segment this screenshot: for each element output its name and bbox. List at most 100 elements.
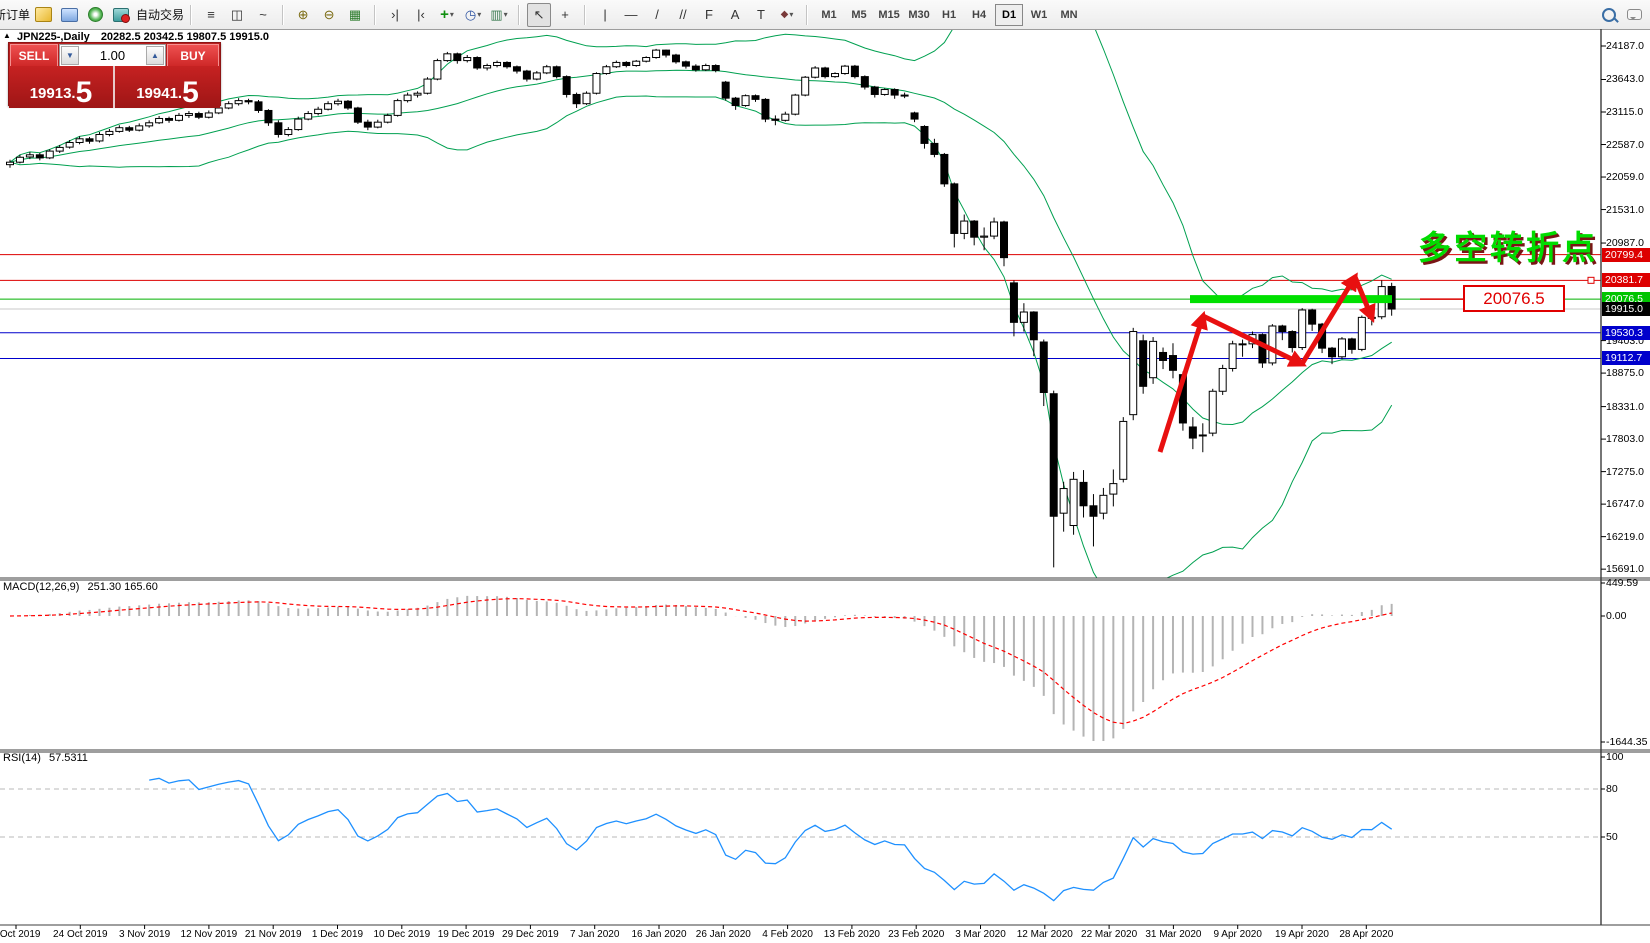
candle-body [512, 66, 521, 72]
candle-body [930, 142, 939, 155]
candle-body [324, 103, 333, 110]
search-button[interactable] [1602, 8, 1616, 22]
arrows-icon: ◆ [780, 8, 789, 20]
candle-body [1328, 347, 1337, 358]
volume-decrease-button[interactable]: ▼ [61, 46, 79, 65]
turning-point-annotation: 多空转折点 [1418, 229, 1598, 266]
timeframe-H4[interactable]: H4 [972, 8, 987, 21]
auto-scroll-button[interactable]: ›| [383, 3, 407, 27]
candle-body [304, 113, 313, 120]
buy-price[interactable]: 19941. 5 [115, 66, 220, 108]
date-label: 16 Jan 2020 [631, 929, 687, 940]
candle-body [771, 118, 780, 121]
price-callout-box[interactable]: 20076.5 [1463, 285, 1565, 312]
candle-body [403, 94, 412, 102]
text-label-tool[interactable]: T [749, 3, 773, 27]
price-tag-19530.3: 19530.3 [1602, 325, 1650, 340]
candle-body [721, 81, 730, 99]
new-order-label[interactable]: 新订单 [0, 8, 31, 22]
candle-body [393, 100, 402, 116]
sell-price-main: 19913 [29, 84, 72, 102]
zoom-in-button[interactable]: ⊕ [291, 3, 315, 27]
indicator-axis-label: -1644.35 [1606, 736, 1648, 748]
sell-price[interactable]: 19913. 5 [9, 66, 115, 108]
timeframe-M5[interactable]: M5 [851, 8, 867, 21]
indicators-button[interactable]: + ▾ [435, 3, 459, 27]
price-tag-19112.7: 19112.7 [1602, 351, 1650, 366]
candle-body [870, 86, 879, 95]
candle-body [652, 49, 661, 59]
symbol-ohlc: 20282.5 20342.5 19807.5 19915.0 [100, 31, 270, 43]
timeframe-M30[interactable]: M30 [908, 8, 930, 21]
terminal-button[interactable] [57, 3, 81, 27]
crosshair-tool-button[interactable]: + [553, 3, 577, 27]
timeframe-M15[interactable]: M15 [878, 8, 900, 21]
candle-body [602, 66, 611, 75]
autotrading-button[interactable] [109, 3, 133, 27]
candle-body [1168, 355, 1177, 371]
candle-body [970, 220, 979, 238]
timeframe-M1[interactable]: M1 [821, 8, 837, 21]
price-tick-label: 18331.0 [1606, 400, 1644, 413]
candle-body [1347, 338, 1356, 350]
volume-increase-button[interactable]: ▲ [146, 46, 164, 65]
hline-handle [1587, 276, 1595, 284]
arrows-tool[interactable]: ◆ ▾ [775, 3, 799, 27]
horizontal-line-tool[interactable]: — [619, 3, 643, 27]
buy-button[interactable]: BUY [167, 44, 219, 67]
candle-body [850, 65, 859, 78]
candle-body [691, 65, 700, 71]
candle-body [910, 112, 919, 120]
community-chat-button[interactable] [1627, 9, 1642, 20]
candle-body [642, 57, 651, 62]
candle-body [1288, 331, 1297, 349]
bar-chart-button[interactable]: ≡ [199, 3, 223, 27]
candle-body [184, 113, 193, 116]
tile-windows-button[interactable]: ▦ [343, 3, 367, 27]
candle-body [1079, 481, 1088, 507]
candle-body [1268, 325, 1277, 364]
autotrading-label[interactable]: 自动交易 [136, 8, 185, 22]
new-order-icon [34, 7, 52, 22]
horizontal-line-icon: — [624, 7, 638, 22]
vertical-line-tool[interactable]: | [593, 3, 617, 27]
timeframe-group: M1 M5 M15 M30 H1 H4 D1 W1 MN [811, 0, 1087, 29]
volume-input[interactable]: 1.00 [99, 48, 126, 63]
timeframe-H1[interactable]: H1 [942, 8, 957, 21]
signals-button[interactable] [83, 3, 107, 27]
zoom-in-icon: ⊕ [297, 7, 309, 22]
chart-shift-button[interactable]: |‹ [409, 3, 433, 27]
trendline-tool[interactable]: / [645, 3, 669, 27]
bollinger-middle [9, 69, 1392, 426]
new-order-button[interactable] [31, 3, 55, 27]
main-chart-layer [0, 30, 1601, 578]
candle-body [1139, 340, 1148, 387]
text-tool[interactable]: A [723, 3, 747, 27]
channel-tool[interactable]: // [671, 3, 695, 27]
sell-button[interactable]: SELL [10, 44, 58, 67]
candle-body [950, 183, 959, 234]
cursor-tool-button[interactable]: ↖ [527, 2, 552, 27]
fibonacci-tool[interactable]: F [697, 3, 721, 27]
line-chart-button[interactable]: ~ [251, 3, 275, 27]
periods-button[interactable]: ◷ ▾ [461, 3, 485, 27]
date-label: 7 Jan 2020 [569, 929, 620, 940]
templates-button[interactable]: ▥ ▾ [487, 3, 511, 27]
tile-windows-icon: ▦ [348, 7, 362, 22]
price-tick-label: 23115.0 [1606, 106, 1644, 118]
candle-body [731, 97, 740, 107]
date-label: 1 Dec 2019 [311, 929, 364, 940]
timeframe-MN[interactable]: MN [1060, 8, 1078, 21]
signals-icon [87, 7, 103, 22]
timeframe-W1[interactable]: W1 [1030, 8, 1048, 21]
candle-body [1059, 488, 1068, 514]
timeframe-D1[interactable]: D1 [995, 3, 1024, 26]
candle-body [662, 49, 671, 56]
candle-body [1049, 393, 1058, 517]
toolbar-separator [806, 4, 809, 25]
candle-body [204, 112, 213, 118]
candlestick-button[interactable]: ◫ [225, 3, 249, 27]
zoom-out-button[interactable]: ⊖ [317, 3, 341, 27]
